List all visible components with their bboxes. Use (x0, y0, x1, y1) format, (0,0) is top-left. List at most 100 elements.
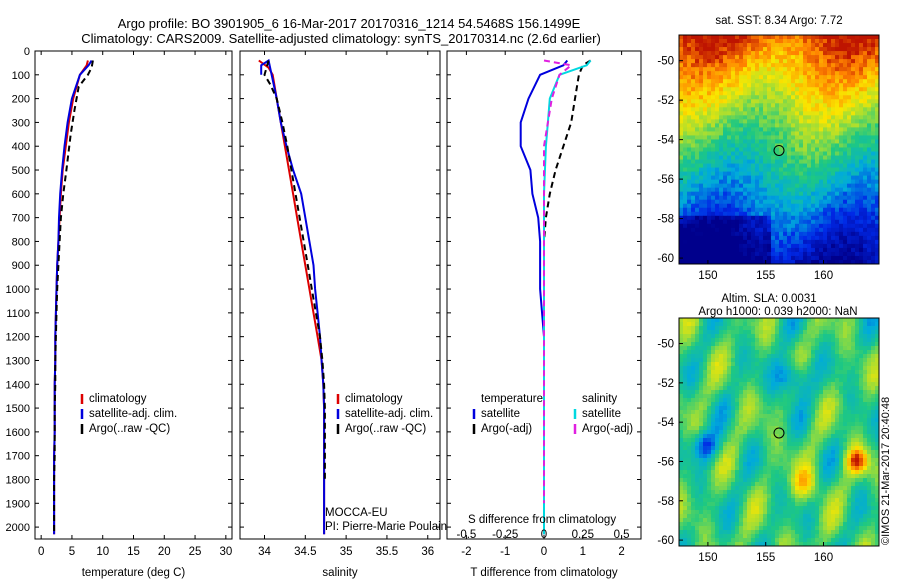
map-cell (819, 426, 824, 431)
map-cell (867, 155, 872, 160)
map-cell (807, 39, 812, 44)
map-cell (859, 119, 864, 124)
map-cell (843, 215, 848, 221)
map-cell (799, 410, 804, 415)
map-cell (799, 239, 804, 245)
map-cell (867, 462, 872, 467)
map-cell (807, 123, 812, 128)
map-cell (747, 255, 752, 261)
map-cell (787, 199, 792, 205)
map-cell (695, 326, 700, 331)
map-cell (695, 135, 700, 140)
map-cell (695, 43, 700, 48)
map-cell (827, 175, 832, 181)
map-cell (731, 346, 736, 351)
map-cell (711, 434, 716, 439)
map-cell (715, 406, 720, 411)
map-cell (875, 398, 880, 403)
map-cell (747, 147, 752, 152)
map-cell (751, 366, 756, 371)
map-cell (851, 326, 856, 331)
map-cell (723, 163, 728, 168)
map-cell (759, 358, 764, 363)
map-cell (735, 111, 740, 116)
map-cell (791, 95, 796, 100)
map-cell (707, 426, 712, 431)
map-cell (699, 119, 704, 124)
map-cell (827, 235, 832, 241)
map-cell (751, 426, 756, 431)
map-cell (743, 107, 748, 112)
map-cell (771, 139, 776, 144)
map-cell (723, 203, 728, 209)
map-cell (735, 223, 740, 229)
map-cell (823, 179, 828, 185)
map-cell (767, 131, 772, 136)
map-cell (739, 67, 744, 72)
map-cell (863, 251, 868, 257)
map-cell (823, 418, 828, 423)
map-cell (823, 414, 828, 419)
map-cell (795, 342, 800, 347)
map-cell (799, 251, 804, 257)
map-cell (867, 99, 872, 104)
map-cell (695, 35, 700, 40)
map-cell (863, 167, 868, 172)
map-cell (803, 231, 808, 237)
map-cell (783, 111, 788, 116)
map-cell (751, 251, 756, 257)
map-cell (695, 466, 700, 471)
map-cell (783, 426, 788, 431)
map-cell (735, 159, 740, 164)
map-cell (811, 59, 816, 64)
map-cell (727, 95, 732, 100)
map-cell (779, 318, 784, 323)
map-cell (807, 175, 812, 181)
map-cell (811, 358, 816, 363)
map-cell (711, 362, 716, 367)
map-cell (803, 374, 808, 379)
map-cell (871, 362, 876, 367)
map-cell (827, 187, 832, 193)
map-cell (771, 334, 776, 339)
map-cell (807, 159, 812, 164)
map-cell (807, 422, 812, 427)
map-cell (859, 243, 864, 249)
map-cell (695, 99, 700, 104)
map-cell (691, 370, 696, 375)
map-cell (695, 235, 700, 241)
map-cell (835, 251, 840, 257)
map-cell (715, 171, 720, 177)
map-cell (783, 219, 788, 225)
map-cell (731, 167, 736, 172)
map-cell (827, 422, 832, 427)
map-cell (819, 151, 824, 156)
map-cell (803, 155, 808, 160)
map-cell (767, 59, 772, 64)
map-cell (759, 434, 764, 439)
map-cell (759, 151, 764, 156)
map-cell (875, 123, 880, 128)
map-cell (763, 422, 768, 427)
map-cell (755, 99, 760, 104)
map-cell (803, 342, 808, 347)
map-cell (795, 39, 800, 44)
map-cell (683, 107, 688, 112)
map-cell (751, 374, 756, 379)
map-cell (835, 354, 840, 359)
map-cell (731, 59, 736, 64)
map-cell (687, 450, 692, 455)
map-cell (759, 342, 764, 347)
map-cell (851, 43, 856, 48)
map-cell (823, 203, 828, 209)
map-cell (739, 91, 744, 96)
map-cell (855, 227, 860, 233)
map-cell (831, 394, 836, 399)
map-cell (739, 426, 744, 431)
map-cell (747, 63, 752, 68)
map-cell (719, 151, 724, 156)
map-cell (799, 155, 804, 160)
map-cell (839, 394, 844, 399)
map-cell (787, 390, 792, 395)
map-cell (855, 358, 860, 363)
